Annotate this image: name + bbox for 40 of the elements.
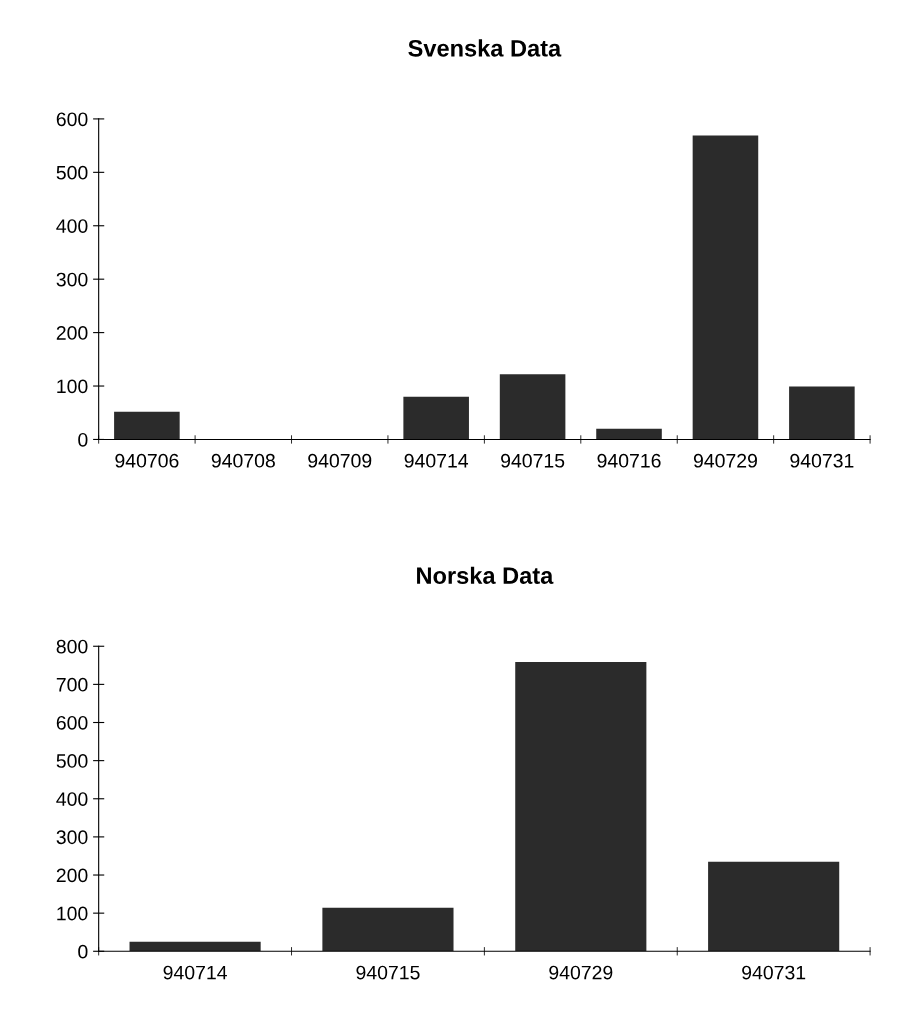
y-tick-label: 100 bbox=[57, 906, 88, 921]
y-tick-label: 700 bbox=[56, 677, 88, 692]
bar bbox=[129, 941, 261, 952]
x-tick-label: 940731 bbox=[790, 453, 854, 468]
bar bbox=[114, 411, 180, 440]
bar bbox=[789, 386, 855, 440]
y-tick-label: 100 bbox=[57, 379, 88, 394]
x-tick-label: 940716 bbox=[597, 453, 661, 468]
bar bbox=[322, 907, 454, 952]
bar bbox=[499, 374, 566, 440]
bar bbox=[692, 135, 759, 440]
y-tick-label: 600 bbox=[56, 112, 88, 127]
bar bbox=[515, 661, 647, 952]
x-tick-label: 940714 bbox=[163, 965, 227, 980]
y-tick-label: 500 bbox=[56, 165, 88, 180]
bar bbox=[403, 396, 469, 440]
bar bbox=[708, 861, 840, 952]
chart-title: Norska Data bbox=[417, 566, 554, 584]
bar bbox=[596, 428, 662, 440]
y-tick-label: 500 bbox=[56, 754, 88, 768]
y-tick-label: 200 bbox=[56, 326, 88, 340]
x-tick-label: 940729 bbox=[693, 453, 757, 468]
x-tick-label: 940731 bbox=[742, 965, 806, 980]
x-tick-label: 940715 bbox=[501, 453, 565, 468]
x-tick-label: 940706 bbox=[115, 453, 179, 468]
chart-title: Svenska Data bbox=[408, 39, 562, 57]
x-tick-label: 940708 bbox=[211, 453, 275, 468]
y-tick-label: 800 bbox=[56, 639, 88, 654]
y-tick-label: 600 bbox=[56, 715, 88, 730]
y-tick-label: 400 bbox=[56, 219, 88, 233]
y-tick-label: 300 bbox=[56, 272, 88, 287]
y-tick-label: 0 bbox=[78, 432, 88, 447]
x-tick-label: 940729 bbox=[549, 965, 613, 980]
x-tick-label: 940715 bbox=[356, 965, 420, 980]
x-tick-label: 940709 bbox=[308, 453, 372, 468]
y-tick-label: 300 bbox=[56, 830, 88, 845]
x-tick-label: 940714 bbox=[404, 453, 469, 468]
y-tick-label: 400 bbox=[56, 792, 88, 806]
y-tick-label: 0 bbox=[78, 944, 88, 959]
y-tick-label: 200 bbox=[56, 868, 88, 883]
